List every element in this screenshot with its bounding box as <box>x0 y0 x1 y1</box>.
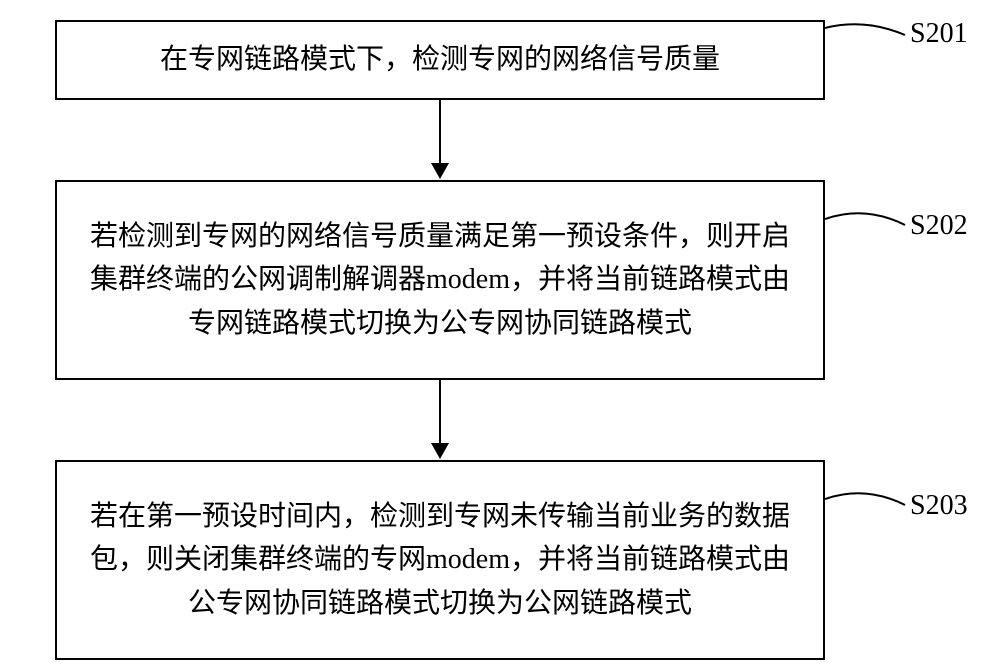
flowchart-step-1: 在专网链路模式下，检测专网的网络信号质量 <box>55 20 825 100</box>
arrow-2-to-3 <box>431 380 449 459</box>
flowchart-step-2: 若检测到专网的网络信号质量满足第一预设条件，则开启集群终端的公网调制解调器mod… <box>55 180 825 380</box>
step-1-text: 在专网链路模式下，检测专网的网络信号质量 <box>160 38 720 81</box>
arrow-1-to-2 <box>431 100 449 179</box>
step-2-text: 若检测到专网的网络信号质量满足第一预设条件，则开启集群终端的公网调制解调器mod… <box>77 215 803 345</box>
flowchart-container: 在专网链路模式下，检测专网的网络信号质量 S201 若检测到专网的网络信号质量满… <box>0 0 1000 667</box>
step-1-label: S201 <box>910 18 968 50</box>
leader-line-3 <box>825 485 910 515</box>
leader-line-1 <box>825 18 910 48</box>
step-2-label: S202 <box>910 210 968 242</box>
flowchart-step-3: 若在第一预设时间内，检测到专网未传输当前业务的数据包，则关闭集群终端的专网mod… <box>55 460 825 660</box>
leader-line-2 <box>825 205 910 235</box>
step-3-text: 若在第一预设时间内，检测到专网未传输当前业务的数据包，则关闭集群终端的专网mod… <box>77 495 803 625</box>
step-3-label: S203 <box>910 490 968 522</box>
